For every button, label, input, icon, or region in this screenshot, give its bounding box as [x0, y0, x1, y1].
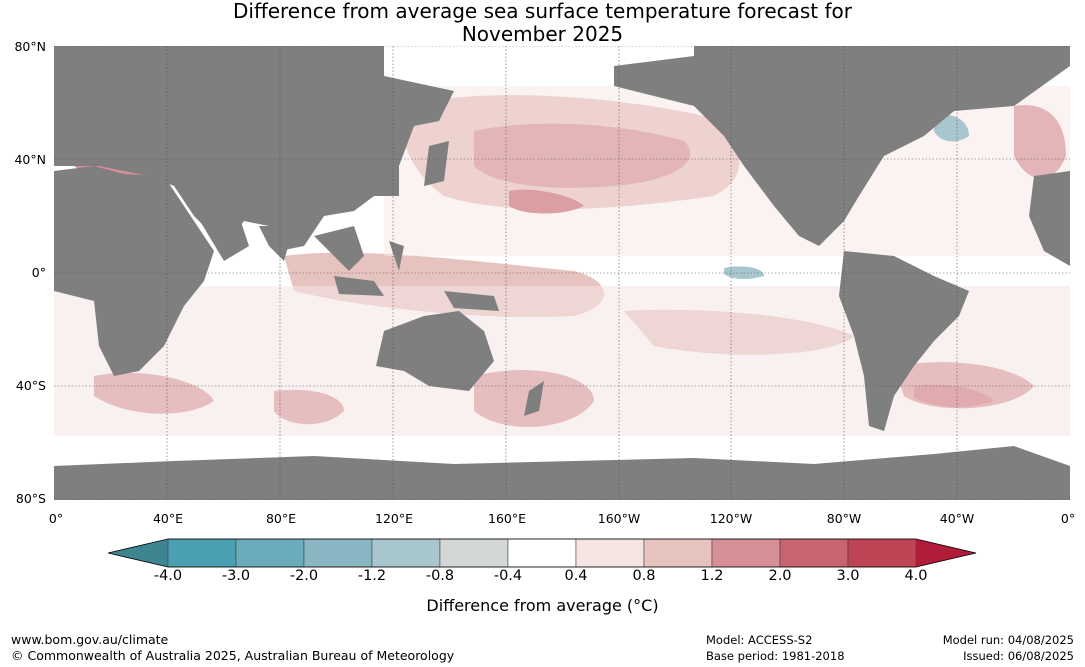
landmass-africa: [54, 166, 214, 376]
title-line-1: Difference from average sea surface temp…: [232, 0, 852, 23]
footer-website: www.bom.gov.au/climate: [11, 632, 169, 647]
sst-anomaly-map: [54, 46, 1070, 500]
colorbar-tick-label: -0.4: [493, 568, 523, 584]
colorbar-tick-label: -3.0: [221, 568, 251, 584]
lon-label-160e: 160°E: [487, 511, 527, 526]
colorbar-swatch: [847, 538, 917, 568]
landmass-indochina: [314, 226, 364, 271]
colorbar-swatch: [711, 538, 781, 568]
footer-model: Model: ACCESS-S2: [706, 633, 813, 647]
map-title: Difference from average sea surface temp…: [0, 0, 1085, 46]
lon-label-160w: 160°W: [597, 511, 641, 526]
title-line-2: November 2025: [461, 22, 624, 46]
landmass-new-zealand: [524, 381, 544, 416]
colorbar-high-extension: [916, 539, 976, 567]
footer-model-run: Model run: 04/08/2025: [942, 633, 1074, 647]
lon-label-120w: 120°W: [709, 511, 753, 526]
lon-label-0-left: 0°: [48, 511, 64, 526]
footer-issued: Issued: 06/08/2025: [963, 649, 1074, 663]
lon-label-40w: 40°W: [939, 511, 975, 526]
colorbar: [108, 538, 977, 568]
lat-label-40s: 40°S: [15, 378, 46, 393]
colorbar-tick-label: 2.0: [768, 568, 792, 584]
lon-label-80w: 80°W: [826, 511, 862, 526]
map-canvas: [54, 46, 1070, 500]
lat-label-40n: 40°N: [14, 152, 46, 167]
lat-label-0: 0°: [31, 265, 46, 280]
lon-label-40e: 40°E: [152, 511, 184, 526]
lon-label-120e: 120°E: [374, 511, 414, 526]
footer-base-period: Base period: 1981-2018: [706, 649, 845, 663]
colorbar-low-extension: [108, 539, 168, 567]
colorbar-swatch: [507, 538, 577, 568]
landmass-japan: [424, 141, 449, 186]
lon-label-0-right: 0°: [1060, 511, 1076, 526]
landmass-arabia: [194, 211, 249, 261]
colorbar-tick-label: -1.2: [357, 568, 387, 584]
colorbar-swatch: [167, 538, 237, 568]
colorbar-swatch: [303, 538, 373, 568]
graticule: [54, 46, 1070, 500]
landmass-antarctica: [54, 446, 1070, 500]
colorbar-swatch: [439, 538, 509, 568]
colorbar-tick-label: 4.0: [904, 568, 928, 584]
colorbar-tick-label: 3.0: [836, 568, 860, 584]
footer-copyright: © Commonwealth of Australia 2025, Austra…: [11, 648, 455, 663]
colorbar-swatch: [371, 538, 441, 568]
landmass-new-guinea: [444, 291, 499, 311]
landmass-india: [259, 226, 294, 261]
colorbar-tick-label: 0.8: [632, 568, 656, 584]
colorbar-tick-label: -4.0: [153, 568, 183, 584]
colorbar-tick-label: 0.4: [564, 568, 588, 584]
colorbar-tick-label: 1.2: [700, 568, 724, 584]
colorbar-swatch: [643, 538, 713, 568]
colorbar-tick-label: -0.8: [425, 568, 455, 584]
landmass-eurasia: [54, 46, 454, 251]
colorbar-title: Difference from average (°C): [426, 596, 659, 615]
colorbar-swatch: [779, 538, 849, 568]
lat-label-80n: 80°N: [14, 39, 46, 54]
landmass-africa-wrap: [1029, 171, 1070, 266]
colorbar-swatch: [235, 538, 305, 568]
lon-label-80e: 80°E: [265, 511, 297, 526]
colorbar-swatch: [575, 538, 645, 568]
landmass-south-america: [839, 251, 969, 431]
colorbar-tick-label: -2.0: [289, 568, 319, 584]
lat-label-80s: 80°S: [15, 491, 46, 506]
landmass-philippines: [389, 241, 404, 271]
landmass-indonesia: [334, 276, 384, 296]
landmass-australia: [376, 311, 494, 391]
land-masses: [54, 46, 1070, 500]
landmass-greenland: [914, 46, 1004, 101]
